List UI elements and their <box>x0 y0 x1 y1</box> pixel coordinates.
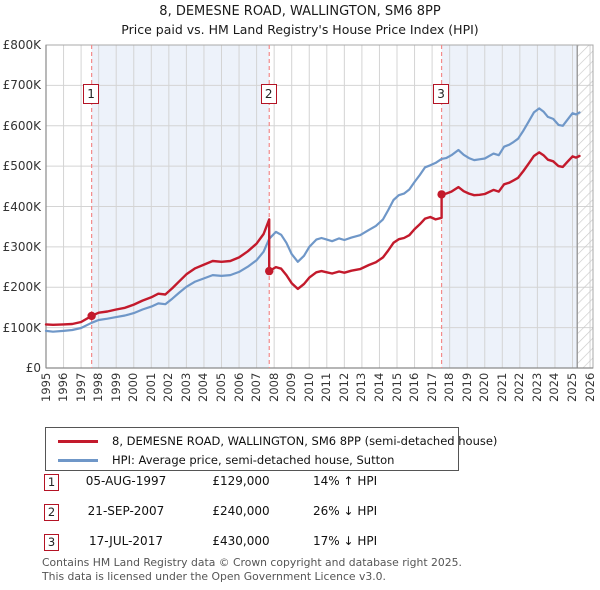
x-tick-label: 1995 <box>38 372 53 402</box>
page-title: 8, DEMESNE ROAD, WALLINGTON, SM6 8PP <box>159 4 441 19</box>
transaction-price: £430,000 <box>212 534 270 548</box>
legend-item-hpi: HPI: Average price, semi-detached house,… <box>58 451 394 469</box>
x-tick-label: 2014 <box>371 372 386 402</box>
y-tick-label: £400K <box>2 199 41 214</box>
x-tick-label: 2016 <box>407 372 422 402</box>
y-tick-label: £0 <box>25 361 41 375</box>
footer-line-2: This data is licensed under the Open Gov… <box>42 569 386 583</box>
sale-point-dot <box>87 311 96 321</box>
x-tick-label: 1997 <box>73 372 88 402</box>
transaction-number-3: 3 <box>44 534 59 551</box>
x-tick-label: 1999 <box>108 372 123 402</box>
x-tick-label: 2026 <box>582 372 597 402</box>
transaction-price: £240,000 <box>212 504 270 518</box>
transaction-hpi-diff: 26% ↓ HPI <box>313 504 378 518</box>
x-tick-label: 2003 <box>178 372 193 402</box>
x-tick-label: 2010 <box>301 372 316 402</box>
x-tick-label: 2011 <box>319 372 334 402</box>
x-tick-label: 2009 <box>284 372 299 402</box>
x-tick-label: 2015 <box>389 372 404 402</box>
transaction-hpi-diff: 17% ↓ HPI <box>313 534 378 548</box>
x-tick-label: 2017 <box>424 372 439 402</box>
transaction-date: 05-AUG-1997 <box>85 474 167 488</box>
x-tick-label: 2021 <box>494 372 509 402</box>
x-tick-label: 2000 <box>126 372 141 402</box>
property-price-line <box>44 151 581 326</box>
y-tick-label: £200K <box>2 280 41 295</box>
y-tick-label: £700K <box>2 78 41 93</box>
legend-line-property-icon <box>58 439 98 443</box>
hpi-line <box>44 107 581 333</box>
legend-label-property: 8, DEMESNE ROAD, WALLINGTON, SM6 8PP (se… <box>112 434 498 448</box>
y-tick-label: £300K <box>2 239 41 254</box>
x-tick-label: 2020 <box>477 372 492 402</box>
transaction-date: 21-SEP-2007 <box>87 504 165 518</box>
sale-point-dot <box>437 190 446 199</box>
transaction-hpi-diff: 14% ↑ HPI <box>313 474 378 488</box>
x-tick-label: 2025 <box>565 372 579 402</box>
footer-line-1: Contains HM Land Registry data © Crown c… <box>42 556 462 569</box>
x-tick-label: 2013 <box>354 372 369 402</box>
x-tick-label: 2004 <box>196 372 211 402</box>
x-tick-label: 2023 <box>529 372 544 402</box>
sale-marker-box-3: 3 <box>433 84 450 104</box>
x-tick-label: 2007 <box>249 372 264 402</box>
hatch-future-band <box>577 45 593 368</box>
x-tick-label: 2024 <box>547 372 562 402</box>
sale-marker-box-2: 2 <box>260 84 277 104</box>
x-tick-label: 2022 <box>512 372 527 402</box>
y-tick-label: £600K <box>2 118 41 133</box>
transaction-date: 17-JUL-2017 <box>89 534 163 548</box>
x-tick-label: 1996 <box>56 372 71 402</box>
legend-label-hpi: HPI: Average price, semi-detached house,… <box>112 453 395 467</box>
legend-item-property: 8, DEMESNE ROAD, WALLINGTON, SM6 8PP (se… <box>58 432 497 450</box>
transaction-number-2: 2 <box>44 504 59 521</box>
x-tick-label: 2008 <box>266 372 281 402</box>
page-subtitle: Price paid vs. HM Land Registry's House … <box>121 22 479 37</box>
x-tick-label: 1998 <box>91 372 106 402</box>
y-tick-label: £100K <box>2 320 41 335</box>
footer-attribution: Contains HM Land Registry data © Crown c… <box>42 556 462 583</box>
chart-legend: 8, DEMESNE ROAD, WALLINGTON, SM6 8PP (se… <box>45 427 497 471</box>
x-tick-label: 2019 <box>459 372 474 402</box>
x-tick-label: 2005 <box>214 372 228 402</box>
y-tick-label: £800K <box>2 38 41 52</box>
x-tick-label: 2012 <box>336 372 351 402</box>
sale-point-dot <box>265 266 274 276</box>
y-tick-label: £500K <box>2 159 41 174</box>
transaction-price: £129,000 <box>212 474 270 488</box>
transaction-number-1: 1 <box>44 474 59 491</box>
sale-marker-box-1: 1 <box>83 84 100 104</box>
x-tick-label: 2002 <box>161 372 176 402</box>
legend-line-hpi-icon <box>58 458 98 462</box>
x-tick-label: 2001 <box>143 372 158 402</box>
price-chart <box>44 44 594 369</box>
x-tick-label: 2018 <box>442 372 457 402</box>
x-tick-label: 2006 <box>231 372 246 402</box>
